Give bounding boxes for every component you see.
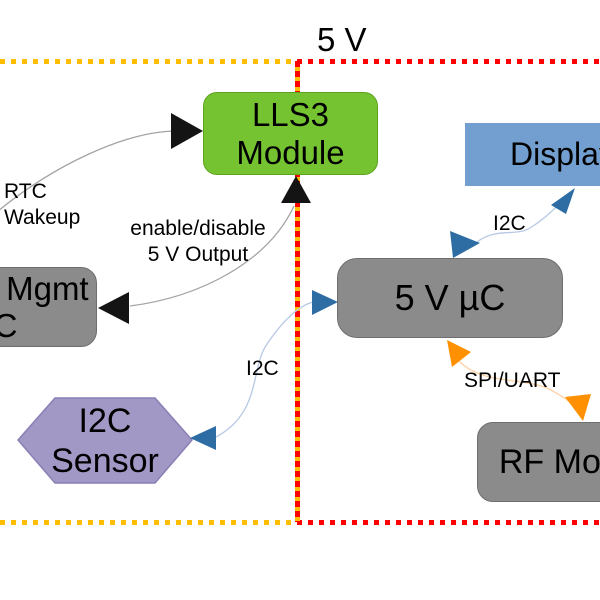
enable-disable-edge-label: enable/disable 5 V Output [118, 216, 278, 268]
rf-module-label: RF Module [498, 442, 600, 481]
enable-disable-line1: enable/disable [130, 217, 266, 240]
display-node: Display [465, 123, 600, 186]
arrowhead-uc-top-icon [450, 231, 480, 258]
left-domain-border-bottom [0, 520, 295, 525]
left-domain-border-top [0, 59, 295, 64]
lls3-module-label-line1: LLS3 [251, 95, 330, 133]
i2c-display-edge-label: I2C [493, 212, 526, 235]
i2c-sensor-label-line2: Sensor [51, 441, 159, 480]
enable-disable-line2: 5 V Output [147, 243, 249, 266]
power-domain-divider [295, 61, 300, 522]
power-mgmt-label-line1: Power Mgmt [0, 270, 89, 307]
rtc-wakeup-line1: RTC [4, 180, 47, 203]
i2c-sensor-label-line1: I2C [78, 401, 132, 440]
arrowhead-into-display-icon [551, 188, 575, 214]
right-domain-border-top [297, 59, 600, 64]
5v-uc-label: 5 V µC [394, 277, 506, 318]
connector-rtc-wakeup [0, 130, 174, 211]
display-label: Display [510, 136, 600, 172]
arrowhead-into-lls3-left-icon [171, 113, 203, 149]
arrowhead-into-uc-left-icon [312, 290, 338, 315]
lls3-module-label-line2: Module [236, 133, 345, 171]
i2c-sensor-node [17, 397, 193, 484]
i2c-sensor-edge-label: I2C [246, 357, 279, 380]
power-mgmt-label-line2: µC [0, 307, 18, 344]
rtc-wakeup-edge-label: RTC Wakeup [4, 179, 80, 231]
spi-uart-edge-label: SPI/UART [464, 369, 561, 392]
i2c-sensor-label: I2C Sensor [18, 398, 192, 483]
arrowhead-into-i2c-sensor-icon [190, 426, 216, 450]
arrowhead-into-power-mgmt-icon [98, 292, 129, 324]
arrowhead-uc-bottom-icon [447, 340, 471, 367]
arrowhead-into-lls3-bottom-icon [281, 176, 311, 203]
5v-domain-title: 5 V [317, 21, 367, 58]
power-mgmt-uc-node: Power Mgmt µC [0, 267, 97, 347]
arrowhead-into-rf-module-icon [565, 394, 591, 421]
connector-enable-disable [129, 205, 295, 307]
lls3-module-node: LLS3 Module [203, 92, 378, 175]
5v-uc-node: 5 V µC [337, 258, 563, 338]
right-domain-border-bottom [297, 520, 600, 525]
rf-module-node: RF Module [477, 422, 600, 502]
connector-i2c-sensor [213, 301, 314, 439]
rtc-wakeup-line2: Wakeup [4, 206, 81, 229]
